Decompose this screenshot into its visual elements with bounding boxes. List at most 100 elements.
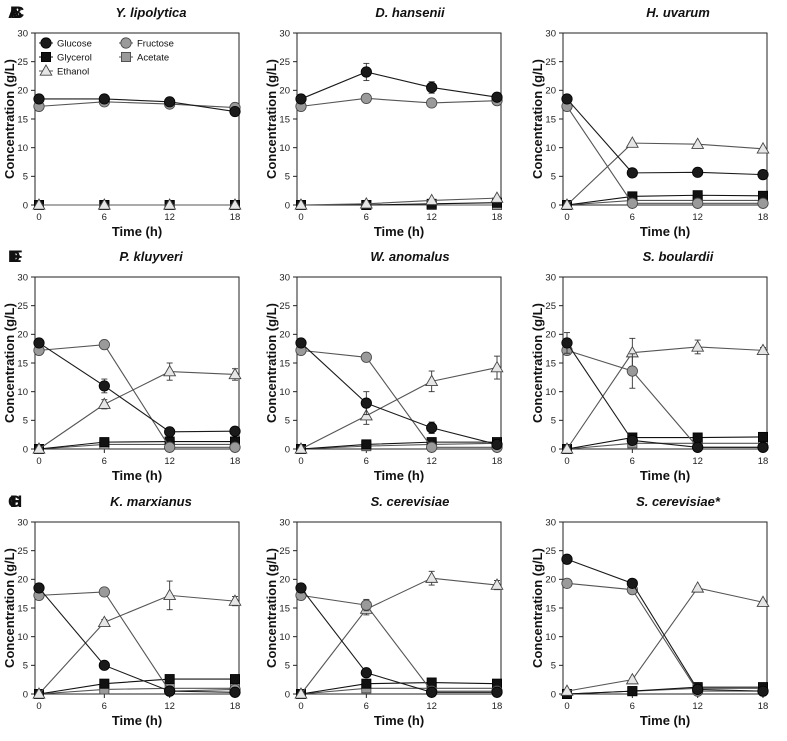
y-tick-label: 15 bbox=[279, 114, 290, 125]
series-line bbox=[566, 587, 764, 692]
x-tick-label: 18 bbox=[758, 701, 769, 712]
x-tick-label: 18 bbox=[230, 701, 241, 712]
panel-letter: F bbox=[12, 247, 22, 266]
data-point bbox=[426, 422, 438, 434]
y-tick-label: 25 bbox=[17, 301, 28, 312]
y-tick-label: 0 bbox=[23, 200, 28, 211]
data-point bbox=[33, 582, 45, 594]
data-point bbox=[32, 687, 46, 699]
y-tick-label: 20 bbox=[545, 86, 556, 97]
panel-title: D. hansenii bbox=[375, 5, 445, 20]
x-tick-label: 6 bbox=[364, 456, 369, 467]
data-point bbox=[98, 93, 110, 105]
data-point bbox=[425, 193, 439, 206]
series-line bbox=[38, 591, 236, 692]
series-glucose bbox=[33, 337, 241, 438]
legend-entry-acetate: Acetate bbox=[119, 52, 169, 63]
series-line bbox=[38, 371, 236, 450]
series-ethanol bbox=[560, 581, 770, 696]
y-tick-label: 15 bbox=[17, 603, 28, 614]
y-axis-title: Concentration (g/L) bbox=[264, 59, 279, 179]
legend-entry-fructose: Fructose bbox=[119, 37, 174, 49]
x-tick-label: 18 bbox=[492, 701, 503, 712]
data-point bbox=[691, 137, 705, 149]
data-point bbox=[361, 439, 372, 450]
data-point bbox=[626, 365, 638, 377]
y-tick-label: 20 bbox=[545, 575, 556, 586]
data-point bbox=[360, 599, 372, 611]
y-tick-label: 15 bbox=[17, 358, 28, 369]
data-point bbox=[692, 432, 703, 443]
y-tick-label: 10 bbox=[545, 632, 556, 643]
data-point bbox=[692, 197, 704, 209]
y-tick-label: 0 bbox=[23, 444, 28, 455]
x-tick-label: 6 bbox=[102, 212, 107, 223]
y-tick-label: 10 bbox=[545, 143, 556, 154]
y-tick-label: 15 bbox=[279, 603, 290, 614]
data-point bbox=[97, 615, 111, 627]
series-line bbox=[38, 678, 235, 695]
plot-frame bbox=[562, 521, 768, 695]
x-axis-title: Time (h) bbox=[640, 468, 690, 483]
data-point bbox=[491, 686, 503, 698]
y-tick-label: 10 bbox=[17, 143, 28, 154]
data-point bbox=[294, 198, 308, 210]
x-tick-label: 0 bbox=[298, 212, 303, 223]
x-tick-label: 6 bbox=[630, 701, 635, 712]
data-point bbox=[229, 441, 241, 453]
series-glucose bbox=[295, 582, 503, 698]
series-line bbox=[300, 687, 497, 695]
chart-panel-i: I S. cerevisiae* 0 5 10 15 20 25 30 0 6 12 18 Time (h… bbox=[12, 492, 770, 728]
data-point bbox=[626, 167, 638, 179]
series-line bbox=[38, 594, 236, 695]
y-axis-title: Concentration (g/L) bbox=[2, 59, 17, 179]
series-line bbox=[300, 577, 498, 695]
x-tick-label: 12 bbox=[692, 701, 703, 712]
y-tick-label: 5 bbox=[23, 416, 28, 427]
series-acetate bbox=[562, 438, 769, 454]
series-line bbox=[38, 344, 235, 448]
series-glucose bbox=[295, 337, 503, 451]
data-point bbox=[757, 169, 769, 181]
y-tick-label: 5 bbox=[285, 661, 290, 672]
series-line bbox=[566, 349, 763, 448]
data-point bbox=[164, 685, 176, 697]
data-point bbox=[294, 442, 308, 454]
panel-title: P. kluyveri bbox=[119, 249, 183, 264]
data-point bbox=[295, 93, 307, 105]
y-tick-label: 5 bbox=[551, 661, 556, 672]
x-tick-label: 12 bbox=[164, 456, 175, 467]
data-point bbox=[625, 672, 639, 685]
legend-entry-glycerol: Glycerol bbox=[39, 52, 92, 63]
series-line bbox=[566, 342, 763, 448]
panel-letter: B bbox=[10, 3, 22, 22]
plot-frame bbox=[562, 276, 768, 450]
plot-frame bbox=[296, 276, 502, 450]
y-tick-label: 25 bbox=[545, 546, 556, 557]
data-point bbox=[164, 426, 176, 438]
series-line bbox=[300, 197, 498, 206]
data-point bbox=[360, 397, 372, 409]
y-tick-label: 30 bbox=[17, 272, 28, 283]
data-point bbox=[229, 674, 240, 685]
series-line bbox=[566, 106, 763, 204]
legend-entry-ethanol: Ethanol bbox=[39, 64, 89, 77]
data-point bbox=[757, 197, 769, 209]
data-point bbox=[561, 577, 573, 589]
series-line bbox=[566, 436, 764, 450]
series-line bbox=[566, 199, 763, 206]
x-tick-label: 6 bbox=[102, 456, 107, 467]
data-point bbox=[490, 360, 504, 373]
x-axis-title: Time (h) bbox=[374, 713, 424, 728]
series-glucose bbox=[561, 332, 769, 453]
data-point bbox=[360, 667, 372, 679]
y-tick-label: 15 bbox=[279, 358, 290, 369]
x-axis-title: Time (h) bbox=[374, 224, 424, 239]
series-line bbox=[38, 342, 236, 433]
y-tick-label: 10 bbox=[17, 387, 28, 398]
data-point bbox=[295, 337, 307, 349]
y-axis-title: Concentration (g/L) bbox=[2, 548, 17, 668]
legend-label: Acetate bbox=[137, 52, 169, 63]
x-tick-label: 0 bbox=[564, 456, 569, 467]
data-point bbox=[164, 674, 175, 685]
